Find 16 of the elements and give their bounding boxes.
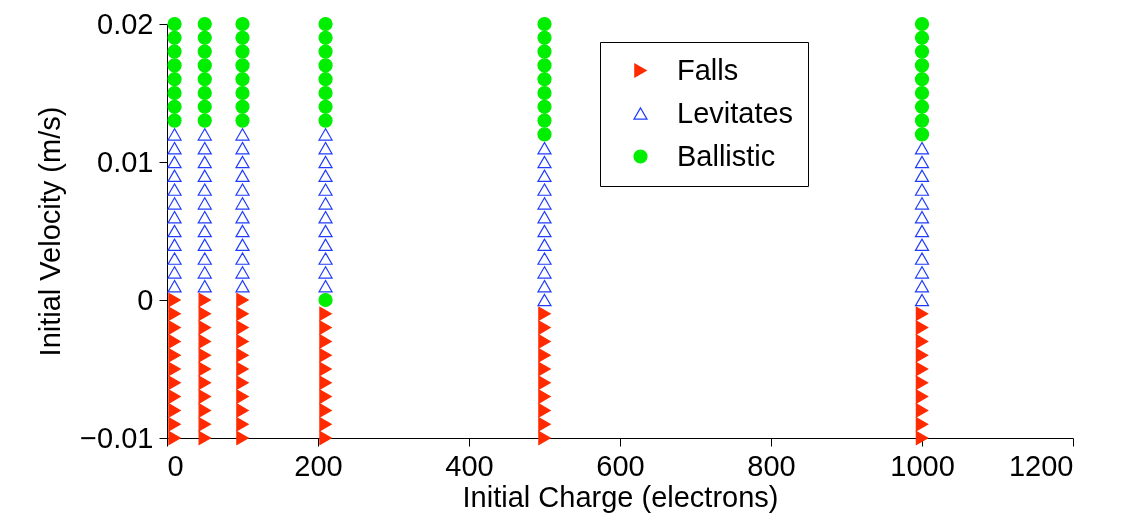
y-tick-label: −0.01: [80, 421, 154, 454]
y-tick-label: 0: [137, 283, 154, 316]
y-axis-title: Initial Velocity (m/s): [34, 106, 67, 357]
x-tick-label: 600: [596, 449, 645, 482]
x-tick-label: 1200: [1008, 449, 1074, 482]
x-axis-title: Initial Charge (electrons): [462, 480, 779, 513]
x-tick-label: 400: [445, 449, 494, 482]
y-tick-label: 0.01: [97, 145, 154, 178]
x-tick-label: 0: [167, 449, 184, 482]
y-tick-label: 0.02: [97, 7, 154, 40]
legend-label: Falls: [677, 53, 739, 86]
x-tick-label: 1000: [890, 449, 955, 482]
legend-label: Ballistic: [677, 139, 776, 172]
x-tick-label: 200: [294, 449, 343, 482]
legend-label: Levitates: [677, 96, 794, 129]
x-tick-label: 800: [747, 449, 796, 482]
